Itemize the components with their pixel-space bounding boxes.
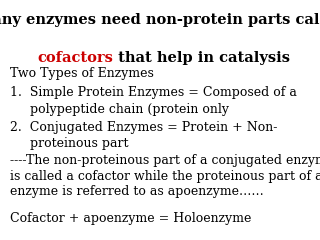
Text: polypeptide chain (protein only: polypeptide chain (protein only bbox=[10, 103, 228, 116]
Text: 2.  Conjugated Enzymes = Protein + Non-: 2. Conjugated Enzymes = Protein + Non- bbox=[10, 121, 277, 134]
Text: that help in catalysis: that help in catalysis bbox=[113, 51, 291, 65]
Text: Many enzymes need non-protein parts called: Many enzymes need non-protein parts call… bbox=[0, 13, 320, 27]
Text: proteinous part: proteinous part bbox=[10, 138, 128, 150]
Text: is called a cofactor while the proteinous part of an: is called a cofactor while the proteinou… bbox=[10, 170, 320, 183]
Text: Two Types of Enzymes: Two Types of Enzymes bbox=[10, 67, 154, 80]
Text: cofactors that help in catalysis: cofactors that help in catalysis bbox=[34, 31, 286, 45]
Text: 1.  Simple Protein Enzymes = Composed of a: 1. Simple Protein Enzymes = Composed of … bbox=[10, 86, 296, 99]
Text: Cofactor + apoenzyme = Holoenzyme: Cofactor + apoenzyme = Holoenzyme bbox=[10, 212, 251, 225]
Text: ----The non-proteinous part of a conjugated enzyme: ----The non-proteinous part of a conjuga… bbox=[10, 154, 320, 167]
Text: enzyme is referred to as apoenzyme……: enzyme is referred to as apoenzyme…… bbox=[10, 186, 263, 198]
Text: cofactors: cofactors bbox=[37, 51, 113, 65]
